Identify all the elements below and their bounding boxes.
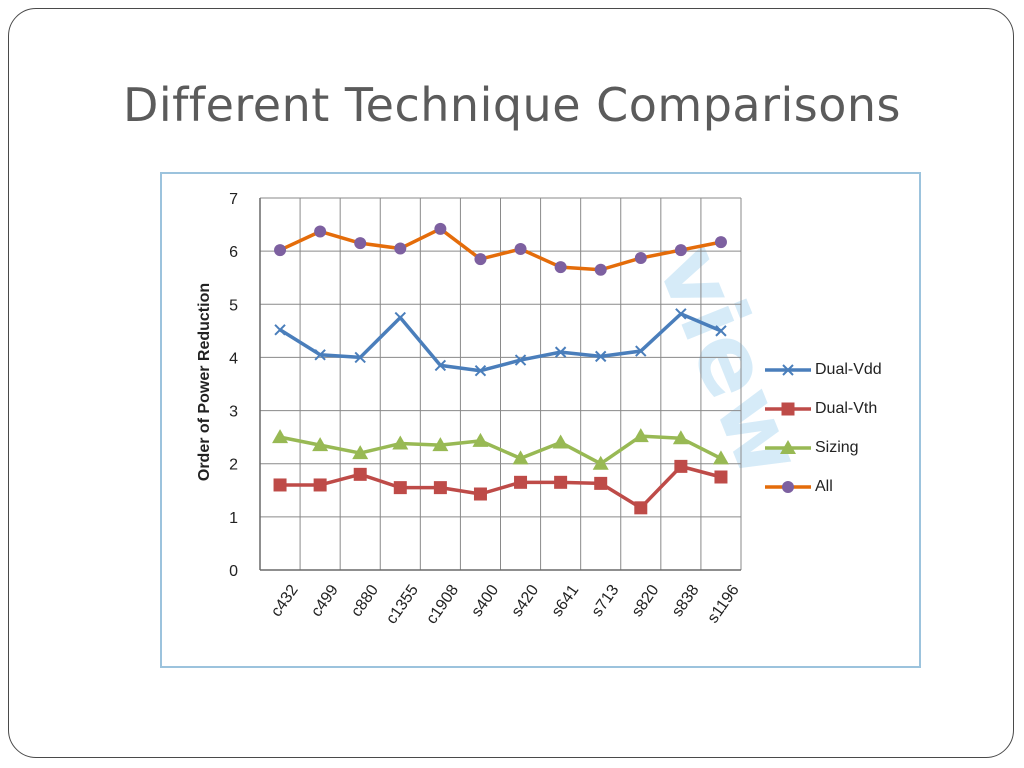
data-point-dual-vth [714, 470, 728, 484]
x-tick-label: s838 [669, 582, 703, 620]
data-point-sizing [672, 430, 689, 445]
data-point-dual-vdd [635, 345, 647, 357]
data-point-dual-vth [473, 487, 487, 501]
data-point-all [514, 243, 527, 256]
legend-swatch-all [765, 478, 811, 496]
slide-title: Different Technique Comparisons [122, 78, 902, 132]
data-point-all [434, 222, 447, 235]
x-tick-label: s713 [589, 582, 623, 620]
data-point-all [634, 252, 647, 265]
data-point-dual-vdd [434, 359, 447, 372]
chart-legend: Dual-Vdd Dual-Vth Sizing All [765, 350, 882, 506]
y-tick-label: 0 [229, 563, 238, 580]
series-line-dual-vdd [279, 312, 722, 373]
data-point-all [394, 242, 407, 255]
slide-frame [8, 8, 1014, 758]
data-point-dual-vdd [474, 365, 487, 377]
y-tick-label: 4 [229, 350, 238, 367]
y-tick-label: 2 [229, 457, 238, 474]
data-point-sizing [632, 428, 649, 443]
legend-item-dual-vdd: Dual-Vdd [765, 350, 882, 389]
legend-item-dual-vth: Dual-Vth [765, 389, 882, 428]
legend-swatch-dual-vth [765, 400, 811, 418]
data-point-dual-vdd [394, 311, 406, 324]
data-point-dual-vth [554, 475, 568, 489]
data-point-dual-vdd [595, 350, 607, 363]
y-tick-label: 1 [229, 510, 238, 527]
data-point-sizing [312, 437, 329, 452]
data-point-dual-vth [393, 481, 407, 495]
legend-item-all: All [765, 467, 882, 506]
data-point-sizing [552, 434, 569, 449]
data-point-dual-vth [273, 478, 287, 492]
data-point-sizing [472, 432, 489, 447]
data-point-dual-vth [353, 467, 367, 481]
x-tick-label: s641 [549, 582, 583, 620]
data-point-dual-vth [433, 481, 447, 495]
data-point-all [554, 261, 567, 274]
data-point-dual-vdd [715, 325, 727, 337]
data-point-dual-vdd [354, 351, 366, 364]
series-line-dual-vth [280, 464, 722, 510]
data-point-all [474, 253, 487, 266]
x-tick-label: s1196 [704, 582, 742, 627]
y-tick-label: 6 [229, 244, 238, 261]
legend-label-dual-vdd: Dual-Vdd [815, 360, 882, 378]
data-point-dual-vth [634, 501, 648, 515]
data-point-all [714, 236, 727, 249]
x-tick-label: s420 [508, 582, 542, 620]
data-point-sizing [272, 429, 289, 444]
legend-item-sizing: Sizing [765, 428, 882, 467]
y-axis-label: Order of Power Reduction [196, 283, 213, 481]
data-point-dual-vdd [314, 349, 326, 361]
x-tick-label: s400 [468, 582, 502, 620]
legend-swatch-dual-vdd [765, 361, 811, 379]
data-point-all [594, 263, 607, 276]
data-point-dual-vdd [675, 308, 687, 320]
data-point-dual-vth [313, 478, 327, 492]
legend-label-all: All [815, 477, 833, 495]
data-point-sizing [392, 435, 409, 450]
data-point-dual-vth [674, 459, 688, 473]
data-point-dual-vdd [554, 346, 567, 358]
series-line-all [279, 227, 722, 272]
data-point-sizing [712, 450, 729, 465]
legend-label-dual-vth: Dual-Vth [815, 399, 878, 417]
data-point-sizing [352, 445, 369, 460]
y-tick-label: 3 [229, 404, 238, 421]
data-point-sizing [512, 450, 529, 465]
data-point-sizing [432, 437, 449, 452]
data-point-dual-vth [514, 475, 528, 489]
data-point-all [354, 237, 367, 250]
data-point-all [314, 225, 327, 238]
y-tick-label: 5 [229, 297, 238, 314]
data-point-dual-vdd [274, 324, 286, 336]
x-tick-label: c1908 [423, 582, 462, 628]
data-point-dual-vth [594, 476, 608, 490]
y-tick-label: 7 [229, 191, 238, 208]
data-point-sizing [592, 455, 609, 470]
series-line-sizing [279, 434, 722, 466]
chart-container [160, 172, 921, 668]
x-tick-label: s820 [629, 582, 663, 620]
data-point-all [674, 244, 687, 257]
x-tick-label: c499 [308, 582, 342, 620]
data-point-all [274, 244, 287, 257]
legend-swatch-sizing [765, 439, 811, 457]
x-tick-label: c880 [348, 582, 382, 620]
legend-label-sizing: Sizing [815, 438, 859, 456]
data-point-dual-vdd [514, 354, 527, 366]
x-tick-label: c432 [268, 582, 302, 620]
x-tick-label: c1355 [383, 582, 422, 628]
